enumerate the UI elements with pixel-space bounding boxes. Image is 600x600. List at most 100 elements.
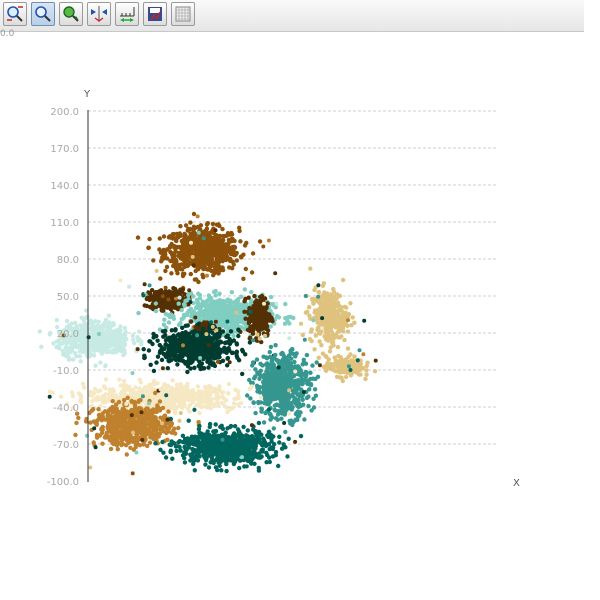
data-point: [307, 387, 312, 392]
data-point: [147, 295, 152, 300]
data-point: [302, 417, 307, 422]
data-point: [294, 399, 299, 405]
data-point: [249, 384, 255, 389]
data-point: [319, 343, 324, 348]
data-point: [250, 363, 255, 368]
data-point: [151, 258, 156, 263]
zoom-button[interactable]: [31, 2, 55, 26]
data-point: [202, 346, 207, 351]
data-point: [280, 402, 285, 408]
data-point: [89, 322, 95, 327]
pan-button[interactable]: [59, 2, 83, 26]
data-point: [204, 260, 209, 265]
data-point: [221, 248, 227, 253]
data-point: [120, 335, 126, 340]
data-point: [118, 324, 123, 329]
data-point: [224, 405, 229, 410]
data-point: [182, 240, 188, 245]
data-point: [196, 262, 202, 267]
data-point: [182, 292, 187, 297]
grid-button[interactable]: [171, 2, 195, 26]
data-point: [328, 312, 333, 317]
data-point: [363, 376, 368, 382]
data-point: [137, 329, 142, 334]
data-point: [275, 369, 281, 375]
data-point: [167, 335, 172, 340]
zoom-in-button[interactable]: [3, 2, 27, 26]
data-point: [196, 279, 201, 285]
data-point: [93, 396, 98, 401]
toolbar: [0, 0, 584, 32]
data-point: [265, 402, 270, 407]
data-point: [250, 380, 255, 386]
fit-button[interactable]: [87, 2, 111, 26]
data-point: [204, 404, 209, 410]
data-point: [238, 239, 243, 244]
data-point: [249, 289, 254, 295]
data-point: [165, 247, 170, 252]
data-point: [101, 322, 106, 327]
data-point: [76, 331, 81, 337]
data-point: [221, 237, 226, 243]
data-point: [212, 334, 217, 340]
data-point: [339, 313, 344, 318]
data-point: [201, 326, 206, 331]
data-point: [340, 318, 345, 323]
data-point: [232, 396, 237, 401]
pan-icon: [63, 6, 79, 22]
data-point: [332, 323, 337, 328]
data-point: [271, 354, 277, 360]
data-point: [146, 245, 151, 250]
data-point: [178, 246, 184, 251]
data-point: [320, 283, 326, 288]
data-point: [76, 391, 82, 396]
data-point: [289, 407, 294, 412]
data-point: [203, 302, 209, 307]
data-point: [163, 342, 168, 347]
data-point: [219, 348, 224, 353]
data-point: [157, 301, 162, 307]
data-point: [217, 238, 222, 243]
data-point: [225, 297, 230, 302]
data-point: [192, 277, 198, 282]
data-point: [269, 316, 274, 322]
data-point: [214, 299, 219, 304]
data-point: [300, 332, 305, 338]
data-point: [327, 298, 332, 303]
data-point: [267, 349, 272, 355]
data-point: [189, 353, 195, 359]
data-point: [200, 334, 205, 339]
data-point: [196, 389, 202, 394]
data-point: [179, 316, 184, 322]
data-point: [213, 309, 219, 314]
data-point: [268, 344, 274, 350]
axis-scale-icon: [120, 7, 135, 22]
data-point: [198, 227, 203, 232]
data-point: [217, 223, 222, 229]
data-point: [199, 352, 205, 357]
data-point: [303, 310, 309, 315]
data-point: [301, 357, 306, 362]
data-point: [254, 325, 260, 331]
data-point: [54, 339, 60, 344]
axis-scale-button[interactable]: [115, 2, 139, 26]
data-point: [345, 314, 350, 319]
data-point: [160, 329, 166, 334]
data-point: [190, 392, 195, 397]
data-point: [246, 295, 251, 300]
data-point: [167, 351, 172, 356]
data-point: [191, 294, 196, 299]
data-point: [143, 385, 148, 390]
data-point: [174, 348, 180, 353]
data-point: [280, 382, 286, 388]
data-point: [192, 234, 197, 240]
data-point: [308, 370, 313, 375]
data-point: [113, 341, 118, 346]
data-point: [364, 363, 369, 369]
data-point: [152, 382, 157, 387]
data-point: [173, 265, 179, 271]
data-point: [273, 408, 278, 413]
export-button[interactable]: [143, 2, 167, 26]
data-point: [220, 226, 225, 232]
